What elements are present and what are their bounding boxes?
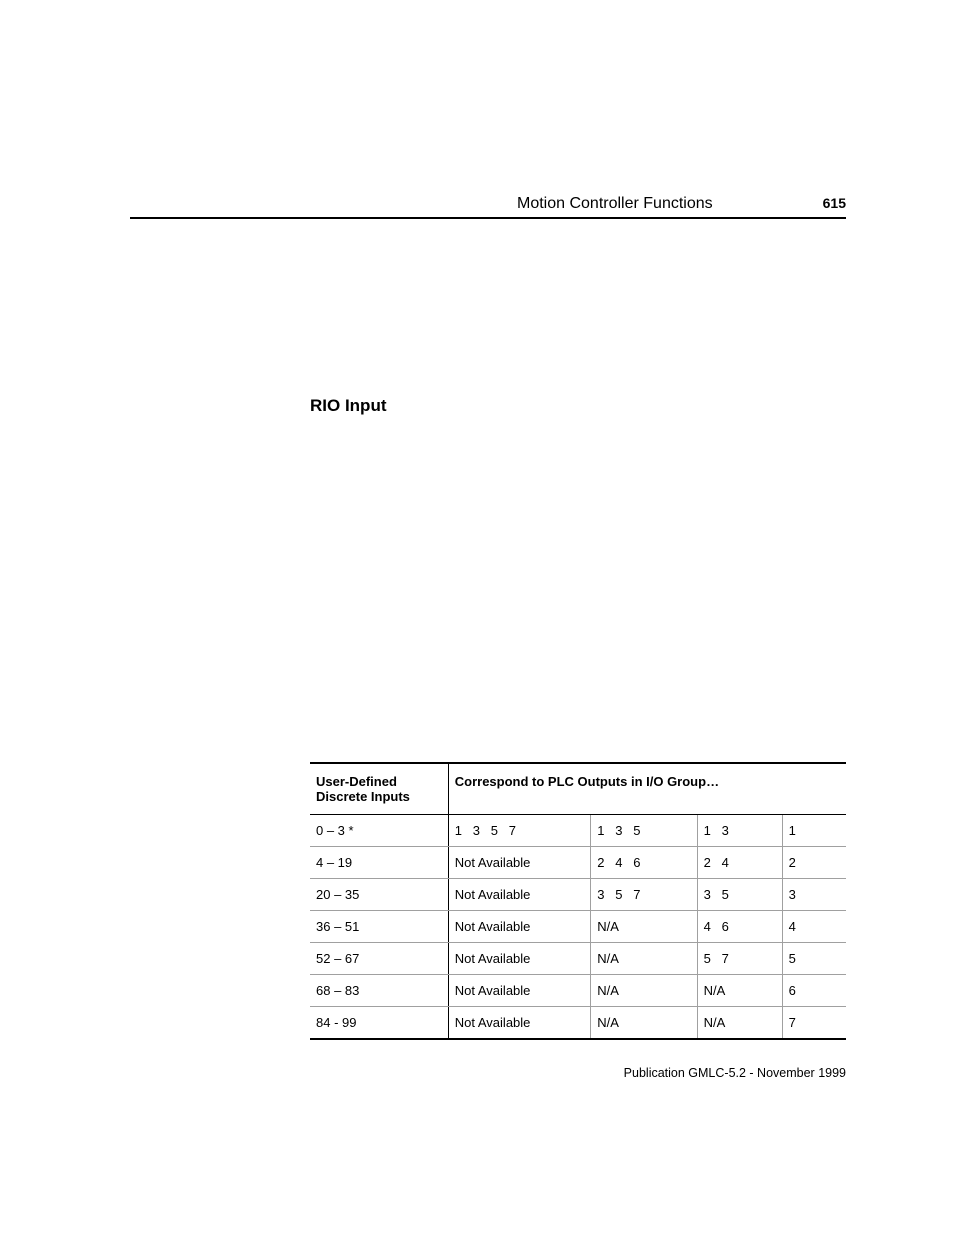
cell-group-d: 4 (782, 911, 846, 943)
table-header-left: User-Defined Discrete Inputs (310, 763, 448, 815)
cell-group-c: 24 (697, 847, 782, 879)
cell-group-b: 135 (591, 815, 697, 847)
table-row: 52 – 67Not AvailableN/A575 (310, 943, 846, 975)
cell-inputs-range: 20 – 35 (310, 879, 448, 911)
cell-group-b: N/A (591, 943, 697, 975)
cell-inputs-range: 4 – 19 (310, 847, 448, 879)
table-row: 84 - 99Not AvailableN/AN/A7 (310, 1007, 846, 1040)
header-page-number: 615 (823, 195, 846, 211)
cell-group-a: 1357 (448, 815, 591, 847)
cell-inputs-range: 52 – 67 (310, 943, 448, 975)
cell-group-c: 46 (697, 911, 782, 943)
table-row: 20 – 35Not Available357353 (310, 879, 846, 911)
cell-group-c: 35 (697, 879, 782, 911)
header-title: Motion Controller Functions (517, 195, 713, 213)
cell-group-b: 357 (591, 879, 697, 911)
cell-group-a: Not Available (448, 1007, 591, 1040)
cell-group-b: 246 (591, 847, 697, 879)
cell-group-d: 6 (782, 975, 846, 1007)
cell-group-c: 57 (697, 943, 782, 975)
table-row: 0 – 3 *1357135131 (310, 815, 846, 847)
page-header: Motion Controller Functions 615 (130, 195, 846, 219)
cell-group-a: Not Available (448, 975, 591, 1007)
cell-group-c: N/A (697, 975, 782, 1007)
cell-group-d: 7 (782, 1007, 846, 1040)
table-header-right: Correspond to PLC Outputs in I/O Group… (448, 763, 846, 815)
cell-group-b: N/A (591, 1007, 697, 1040)
table-row: 68 – 83Not AvailableN/AN/A6 (310, 975, 846, 1007)
cell-group-c: N/A (697, 1007, 782, 1040)
cell-inputs-range: 84 - 99 (310, 1007, 448, 1040)
cell-group-b: N/A (591, 911, 697, 943)
cell-group-a: Not Available (448, 911, 591, 943)
table-row: 4 – 19Not Available246242 (310, 847, 846, 879)
cell-group-a: Not Available (448, 943, 591, 975)
cell-group-d: 2 (782, 847, 846, 879)
table-row: 36 – 51Not AvailableN/A464 (310, 911, 846, 943)
cell-group-c: 13 (697, 815, 782, 847)
cell-group-a: Not Available (448, 879, 591, 911)
cell-inputs-range: 68 – 83 (310, 975, 448, 1007)
section-heading: RIO Input (310, 396, 386, 416)
publication-footer: Publication GMLC-5.2 - November 1999 (624, 1066, 846, 1080)
cell-group-d: 1 (782, 815, 846, 847)
io-group-table: User-Defined Discrete Inputs Correspond … (310, 762, 846, 1040)
cell-group-b: N/A (591, 975, 697, 1007)
cell-group-d: 5 (782, 943, 846, 975)
cell-inputs-range: 0 – 3 * (310, 815, 448, 847)
cell-group-d: 3 (782, 879, 846, 911)
cell-inputs-range: 36 – 51 (310, 911, 448, 943)
cell-group-a: Not Available (448, 847, 591, 879)
